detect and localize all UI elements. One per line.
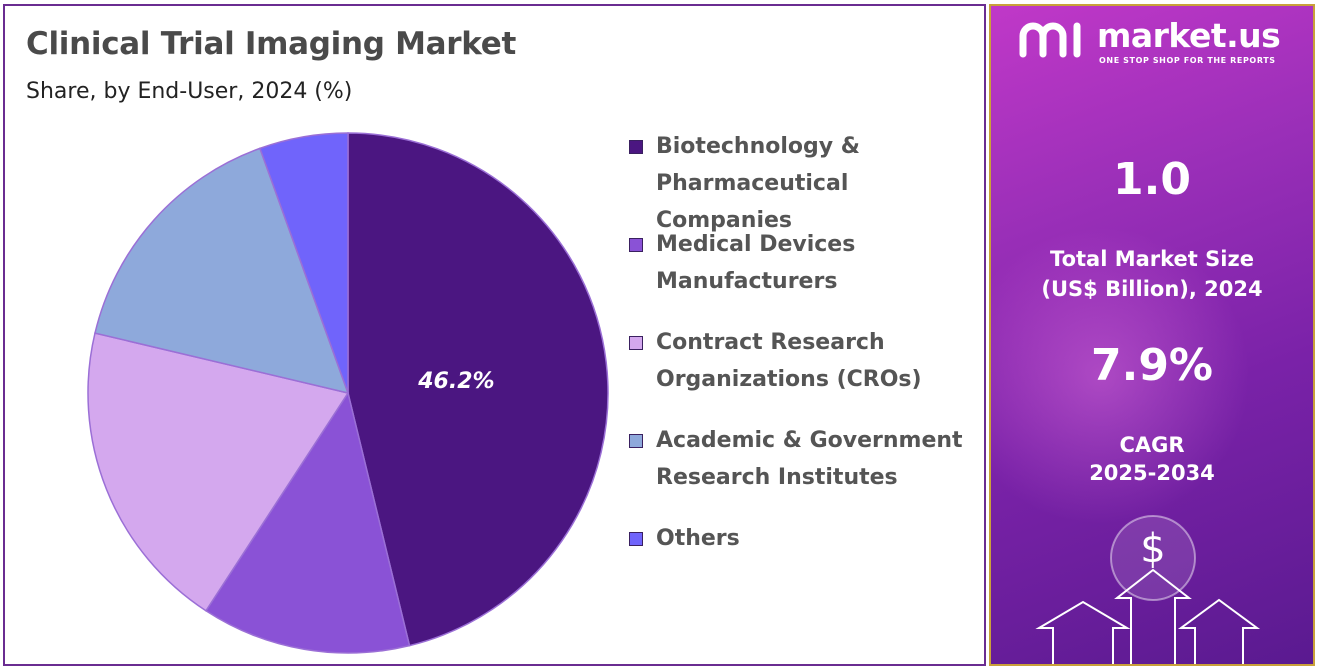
legend-label: Biotechnology & Pharmaceutical Companies <box>656 134 860 233</box>
legend-swatch <box>629 434 643 448</box>
pie-slice-1 <box>204 391 411 654</box>
market-size-value: 1.0 <box>1113 154 1191 205</box>
dollar-icon: $ <box>1140 526 1165 572</box>
chart-subtitle: Share, by End-User, 2024 (%) <box>26 79 353 104</box>
cagr-value: 7.9% <box>1090 340 1214 391</box>
brand-tagline: ONE STOP SHOP FOR THE REPORTS <box>1099 56 1276 65</box>
background-glow <box>991 226 1251 526</box>
legend-label: Others <box>656 526 740 551</box>
legend-swatch <box>629 336 643 350</box>
market-summary-panel: market.us ONE STOP SHOP FOR THE REPORTS … <box>989 4 1315 666</box>
market-us-logo-icon <box>1019 22 1081 58</box>
pie-chart: 46.2% <box>87 132 609 654</box>
pie-slice-2 <box>87 332 350 612</box>
chart-title: Clinical Trial Imaging Market <box>26 26 517 62</box>
growth-arrows-decoration: $ <box>1035 515 1261 664</box>
legend-label: Contract Research Organizations (CROs) <box>656 330 922 392</box>
brand-name: market.us <box>1097 16 1281 55</box>
legend-swatch <box>629 238 643 252</box>
cagr-label-line2: 2025-2034 <box>1089 461 1215 485</box>
legend-label: Medical Devices Manufacturers <box>656 232 856 294</box>
cagr-label-line1: CAGR <box>1119 433 1185 457</box>
pie-slice-0 <box>347 132 609 647</box>
market-size-label-line1: Total Market Size <box>1050 247 1254 271</box>
pie-slice-3 <box>94 147 350 395</box>
legend-label: Academic & Government Research Institutes <box>656 428 963 490</box>
market-size-label-line2: (US$ Billion), 2024 <box>1041 277 1263 301</box>
brand-logo: market.us ONE STOP SHOP FOR THE REPORTS <box>1019 16 1299 66</box>
chart-panel: Clinical Trial Imaging Market Share, by … <box>3 4 986 666</box>
legend-swatch <box>629 532 643 546</box>
legend-swatch <box>629 140 643 154</box>
pie-slice-4 <box>258 132 349 394</box>
data-label-0: 46.2% <box>417 369 494 394</box>
